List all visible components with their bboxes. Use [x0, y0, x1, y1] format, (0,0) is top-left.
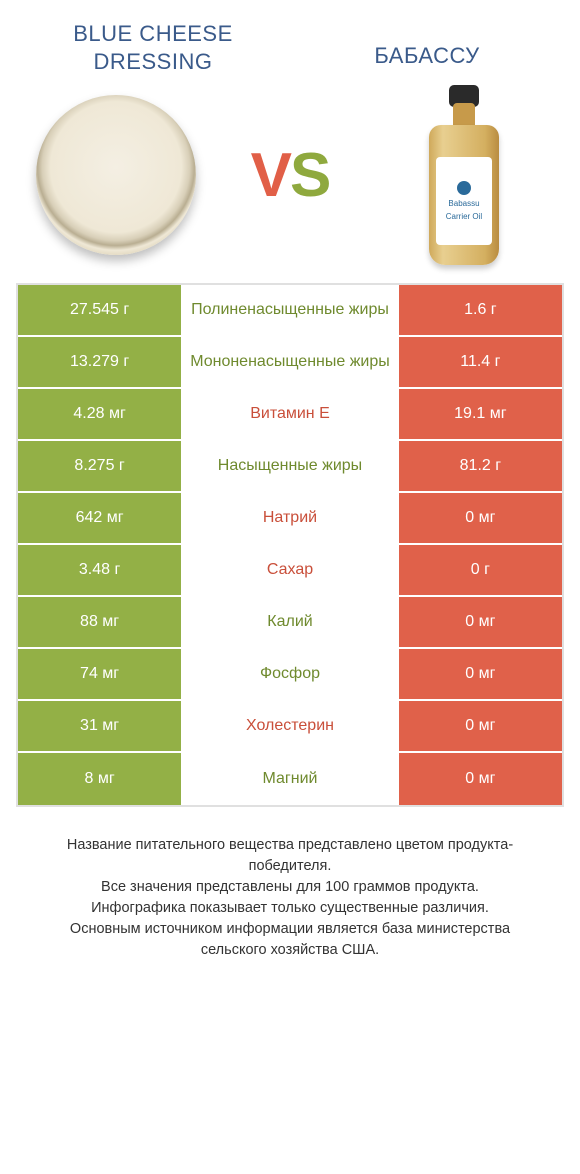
nutrient-name: Полиненасыщенные жиры: [181, 285, 399, 335]
right-value: 0 мг: [399, 597, 562, 647]
right-value: 0 г: [399, 545, 562, 595]
footer-line4: Основным источником информации является …: [70, 921, 510, 958]
right-product-title: БАБАССУ: [290, 20, 564, 70]
left-value: 8 мг: [18, 753, 181, 805]
table-row: 13.279 гМононенасыщенные жиры11.4 г: [18, 337, 562, 389]
left-value: 27.545 г: [18, 285, 181, 335]
nutrient-name: Магний: [181, 753, 399, 805]
nutrient-name: Фосфор: [181, 649, 399, 699]
left-value: 13.279 г: [18, 337, 181, 387]
right-value: 81.2 г: [399, 441, 562, 491]
vs-label: VS: [251, 140, 330, 211]
bowl-icon: [36, 95, 196, 255]
footer-line1: Название питательного вещества представл…: [67, 837, 513, 874]
table-row: 74 мгФосфор0 мг: [18, 649, 562, 701]
footer-notes: Название питательного вещества представл…: [38, 835, 542, 961]
comparison-table: 27.545 гПолиненасыщенные жиры1.6 г13.279…: [16, 283, 564, 807]
right-value: 1.6 г: [399, 285, 562, 335]
table-row: 642 мгНатрий0 мг: [18, 493, 562, 545]
header: BLUE CHEESE DRESSING БАБАССУ: [16, 20, 564, 75]
right-value: 19.1 мг: [399, 389, 562, 439]
table-row: 8 мгМагний0 мг: [18, 753, 562, 805]
left-title-line1: BLUE CHEESE: [73, 21, 233, 46]
vs-s: S: [290, 141, 329, 210]
nutrient-name: Насыщенные жиры: [181, 441, 399, 491]
left-value: 8.275 г: [18, 441, 181, 491]
right-value: 0 мг: [399, 493, 562, 543]
left-value: 74 мг: [18, 649, 181, 699]
bottle-label-2: Carrier Oil: [446, 212, 482, 221]
vs-v: V: [251, 141, 290, 210]
nutrient-name: Витамин E: [181, 389, 399, 439]
table-row: 3.48 гСахар0 г: [18, 545, 562, 597]
left-value: 3.48 г: [18, 545, 181, 595]
left-value: 4.28 мг: [18, 389, 181, 439]
nutrient-name: Калий: [181, 597, 399, 647]
left-value: 31 мг: [18, 701, 181, 751]
right-value: 0 мг: [399, 701, 562, 751]
left-product-title: BLUE CHEESE DRESSING: [16, 20, 290, 75]
table-row: 88 мгКалий0 мг: [18, 597, 562, 649]
bottle-icon: Babassu Carrier Oil: [419, 85, 509, 265]
right-value: 11.4 г: [399, 337, 562, 387]
table-row: 27.545 гПолиненасыщенные жиры1.6 г: [18, 285, 562, 337]
nutrient-name: Натрий: [181, 493, 399, 543]
right-product-image: Babassu Carrier Oil: [374, 85, 554, 265]
nutrient-name: Сахар: [181, 545, 399, 595]
nutrient-name: Мононенасыщенные жиры: [181, 337, 399, 387]
table-row: 4.28 мгВитамин E19.1 мг: [18, 389, 562, 441]
left-value: 88 мг: [18, 597, 181, 647]
left-product-image: [26, 95, 206, 255]
left-title-line2: DRESSING: [94, 49, 213, 74]
left-value: 642 мг: [18, 493, 181, 543]
right-value: 0 мг: [399, 753, 562, 805]
nutrient-name: Холестерин: [181, 701, 399, 751]
bottle-label-1: Babassu: [448, 199, 479, 208]
table-row: 31 мгХолестерин0 мг: [18, 701, 562, 753]
table-row: 8.275 гНасыщенные жиры81.2 г: [18, 441, 562, 493]
images-row: VS Babassu Carrier Oil: [16, 85, 564, 265]
footer-line3: Инфографика показывает только существенн…: [91, 900, 489, 916]
right-value: 0 мг: [399, 649, 562, 699]
footer-line2: Все значения представлены для 100 граммо…: [101, 879, 479, 895]
